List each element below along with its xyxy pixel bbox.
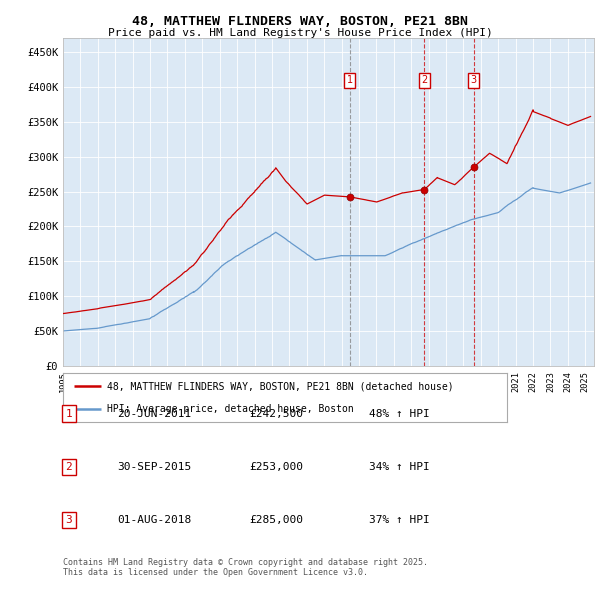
Text: £253,000: £253,000 (249, 462, 303, 472)
Text: 1: 1 (65, 409, 73, 419)
Text: 48% ↑ HPI: 48% ↑ HPI (369, 409, 430, 419)
Text: 48, MATTHEW FLINDERS WAY, BOSTON, PE21 8BN (detached house): 48, MATTHEW FLINDERS WAY, BOSTON, PE21 8… (107, 381, 454, 391)
Text: 3: 3 (65, 515, 73, 525)
Text: 34% ↑ HPI: 34% ↑ HPI (369, 462, 430, 472)
Text: £285,000: £285,000 (249, 515, 303, 525)
Text: 2: 2 (421, 75, 427, 85)
Text: 37% ↑ HPI: 37% ↑ HPI (369, 515, 430, 525)
Text: 20-JUN-2011: 20-JUN-2011 (117, 409, 191, 419)
Text: 3: 3 (470, 75, 476, 85)
Text: Contains HM Land Registry data © Crown copyright and database right 2025.
This d: Contains HM Land Registry data © Crown c… (63, 558, 428, 577)
Text: 2: 2 (65, 462, 73, 472)
Text: £242,500: £242,500 (249, 409, 303, 419)
Text: 01-AUG-2018: 01-AUG-2018 (117, 515, 191, 525)
Text: 1: 1 (347, 75, 353, 85)
Text: Price paid vs. HM Land Registry's House Price Index (HPI): Price paid vs. HM Land Registry's House … (107, 28, 493, 38)
Text: 30-SEP-2015: 30-SEP-2015 (117, 462, 191, 472)
Text: 48, MATTHEW FLINDERS WAY, BOSTON, PE21 8BN: 48, MATTHEW FLINDERS WAY, BOSTON, PE21 8… (132, 15, 468, 28)
Text: HPI: Average price, detached house, Boston: HPI: Average price, detached house, Bost… (107, 404, 354, 414)
